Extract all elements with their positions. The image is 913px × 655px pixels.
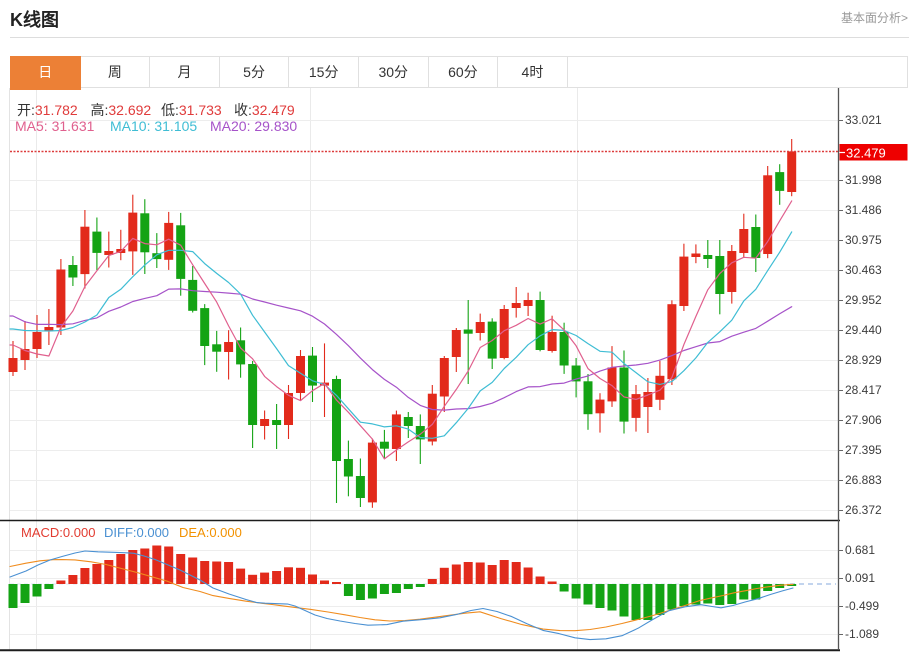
svg-text:0.091: 0.091 bbox=[845, 571, 875, 585]
svg-text:0.681: 0.681 bbox=[845, 543, 875, 557]
svg-text:28.929: 28.929 bbox=[845, 353, 882, 367]
svg-text:27.906: 27.906 bbox=[845, 413, 882, 427]
svg-text:26.883: 26.883 bbox=[845, 473, 882, 487]
svg-text:27.395: 27.395 bbox=[845, 443, 882, 457]
svg-text:31.486: 31.486 bbox=[845, 203, 882, 217]
svg-text:31.998: 31.998 bbox=[845, 173, 882, 187]
svg-text:30.463: 30.463 bbox=[845, 263, 882, 277]
svg-text:30.975: 30.975 bbox=[845, 233, 882, 247]
svg-text:33.021: 33.021 bbox=[845, 113, 882, 127]
svg-text:-1.089: -1.089 bbox=[845, 627, 879, 641]
svg-text:26.372: 26.372 bbox=[845, 503, 882, 517]
svg-text:-0.499: -0.499 bbox=[845, 599, 879, 613]
svg-text:29.440: 29.440 bbox=[845, 323, 882, 337]
svg-text:32.479: 32.479 bbox=[846, 146, 886, 161]
svg-text:28.417: 28.417 bbox=[845, 383, 882, 397]
svg-text:29.952: 29.952 bbox=[845, 293, 882, 307]
